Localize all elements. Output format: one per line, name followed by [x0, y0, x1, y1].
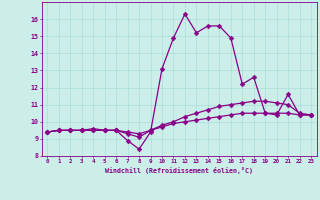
X-axis label: Windchill (Refroidissement éolien,°C): Windchill (Refroidissement éolien,°C): [105, 167, 253, 174]
